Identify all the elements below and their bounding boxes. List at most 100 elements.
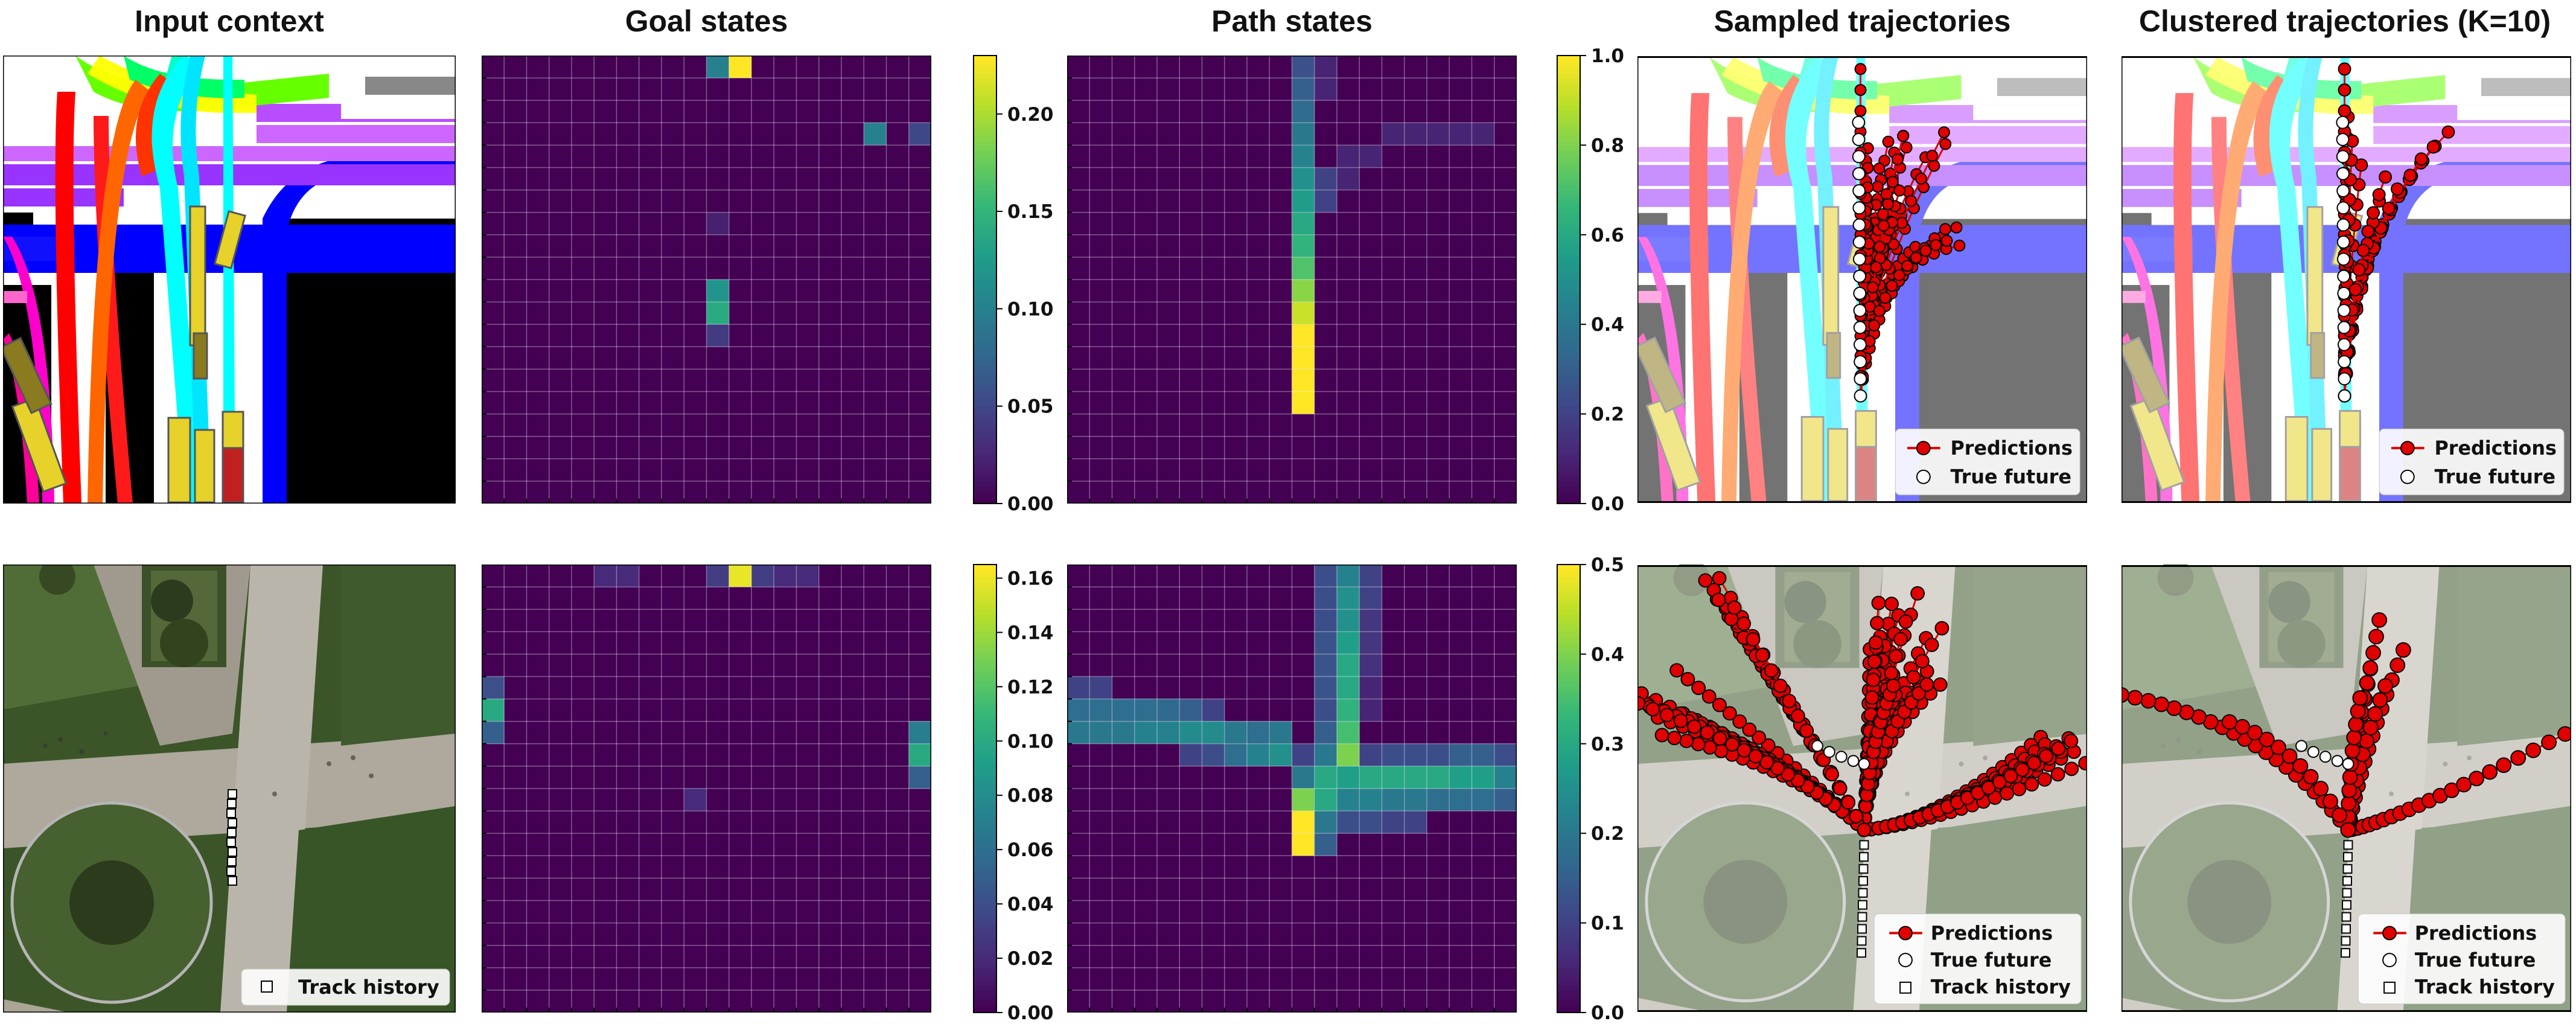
colorbar-segment	[1557, 437, 1580, 441]
trajectory-marker	[2336, 117, 2348, 129]
colorbar-segment	[974, 127, 996, 132]
colorbar-segment	[974, 641, 996, 645]
colorbar-segment	[1557, 569, 1580, 574]
trajectory-marker	[1854, 304, 1866, 316]
colorbar-segment	[974, 587, 996, 592]
colorbar-segment	[974, 418, 996, 423]
colorbar-segment	[974, 159, 996, 164]
trajectory-marker	[2442, 126, 2454, 138]
heatmap-cell	[1382, 789, 1404, 811]
trajectory-marker	[1887, 280, 1898, 291]
history-marker	[2343, 877, 2351, 885]
colorbar-segment	[974, 856, 996, 860]
colorbar-segment	[974, 654, 996, 659]
heatmap-cell	[1292, 789, 1315, 811]
colorbar-tick-label: 0.15	[1007, 201, 1054, 223]
colorbar-segment	[1557, 717, 1580, 722]
trajectory-marker	[2379, 171, 2391, 183]
colorbar-segment	[974, 807, 996, 811]
colorbar-segment	[974, 892, 996, 897]
colorbar-segment	[1557, 280, 1580, 284]
trajectory-marker	[2362, 225, 2374, 237]
colorbar-segment	[974, 356, 996, 360]
colorbar-segment	[1557, 798, 1580, 802]
trajectory-marker	[1898, 130, 1908, 141]
heatmap-cell	[1337, 744, 1359, 766]
colorbar-segment	[974, 154, 996, 159]
colorbar-segment	[974, 779, 996, 784]
trajectory-marker	[1853, 168, 1865, 180]
colorbar-segment	[1557, 757, 1580, 762]
heatmap-cell	[1382, 123, 1404, 145]
colorbar-segment	[974, 569, 996, 574]
history-marker	[1858, 901, 1867, 909]
trajectory-marker	[2337, 202, 2349, 214]
trajectory-marker	[1940, 139, 1951, 150]
colorbar-segment	[1557, 333, 1580, 338]
heatmap-cell	[1157, 722, 1179, 744]
trajectory-marker	[2342, 783, 2356, 798]
colorbar-segment	[1557, 735, 1580, 740]
path-states-heatmap-row2	[1067, 565, 1517, 1013]
colorbar-segment	[974, 400, 996, 405]
trajectory-marker	[2012, 782, 2026, 796]
trajectory-marker	[2027, 757, 2041, 770]
trajectory-marker	[1905, 196, 1916, 206]
heatmap-cell	[707, 302, 729, 324]
colorbar-segment	[1557, 150, 1580, 155]
history-marker	[228, 819, 237, 827]
colorbar-segment	[974, 618, 996, 623]
colorbar-segment	[974, 811, 996, 816]
colorbar-segment	[1557, 985, 1580, 990]
heatmap-cell	[1337, 654, 1359, 676]
legend-prediction-marker	[2383, 926, 2396, 939]
heatmap-cell	[1202, 744, 1225, 766]
colorbar-segment	[1557, 677, 1580, 682]
colorbar-segment	[974, 163, 996, 168]
colorbar-segment	[974, 441, 996, 446]
heatmap-cell	[1427, 123, 1449, 145]
colorbar-segment	[1557, 275, 1580, 280]
colorbar-segment	[1557, 226, 1580, 231]
trajectory-marker	[1902, 260, 1913, 271]
colorbar-segment	[974, 172, 996, 177]
colorbar-segment	[1557, 596, 1580, 601]
legend-row2-sampled: Predictions True future Track history	[1874, 914, 2081, 1004]
trajectory-marker	[1849, 810, 1863, 823]
colorbar-tick-label: 0.00	[1007, 1002, 1054, 1024]
colorbar-segment	[974, 770, 996, 775]
colorbar-segment	[1557, 918, 1580, 923]
history-marker	[228, 848, 237, 856]
title-goal-states: Goal states	[482, 0, 931, 42]
history-marker	[2344, 853, 2352, 861]
trajectory-marker	[2391, 183, 2403, 195]
trajectory-marker	[2339, 105, 2351, 117]
colorbar-segment	[974, 302, 996, 307]
trajectory-marker	[1854, 219, 1866, 231]
trajectory-marker	[1866, 691, 1879, 704]
heatmap-cell	[1315, 811, 1337, 833]
heatmap-cell	[1315, 56, 1337, 78]
colorbar-tick-label: 0.12	[1007, 676, 1054, 698]
colorbar-segment	[1557, 432, 1580, 437]
trajectory-marker	[2366, 645, 2380, 660]
trajectory-marker	[2338, 339, 2350, 351]
colorbar-segment	[1557, 784, 1580, 789]
heatmap-cell	[1315, 632, 1337, 654]
trajectory-marker	[1907, 671, 1920, 684]
trajectory-marker	[1892, 154, 1903, 165]
trajectory-marker	[1916, 173, 1927, 184]
colorbar-segment	[974, 923, 996, 928]
colorbar-segment	[1557, 753, 1580, 758]
colorbar-segment	[974, 423, 996, 427]
colorbar-segment	[974, 69, 996, 74]
colorbar-segment	[974, 731, 996, 735]
heatmap-cell	[1315, 587, 1337, 609]
legend-track-history-label: Track history	[298, 976, 439, 999]
colorbar-segment	[974, 60, 996, 65]
colorbar-segment	[974, 65, 996, 69]
colorbar-segment	[1557, 329, 1580, 334]
colorbar-segment	[974, 450, 996, 455]
history-marker	[227, 809, 235, 818]
legend-prediction-marker	[1899, 926, 1912, 939]
